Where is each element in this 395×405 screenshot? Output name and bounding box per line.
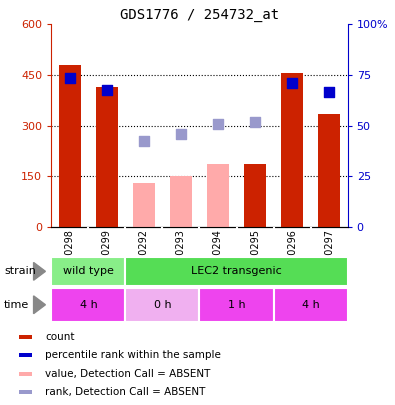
Bar bbox=[19, 354, 32, 357]
Text: 1 h: 1 h bbox=[228, 300, 245, 310]
Text: GSM90292: GSM90292 bbox=[139, 229, 149, 282]
Text: GSM90294: GSM90294 bbox=[213, 229, 223, 282]
Polygon shape bbox=[34, 296, 45, 313]
Polygon shape bbox=[34, 262, 45, 280]
Bar bbox=[318, 114, 340, 227]
Title: GDS1776 / 254732_at: GDS1776 / 254732_at bbox=[120, 8, 279, 22]
Bar bbox=[59, 65, 81, 227]
Bar bbox=[19, 335, 32, 339]
Text: rank, Detection Call = ABSENT: rank, Detection Call = ABSENT bbox=[45, 387, 206, 397]
Bar bbox=[19, 390, 32, 394]
Text: time: time bbox=[4, 300, 29, 310]
Text: wild type: wild type bbox=[63, 266, 114, 276]
Text: count: count bbox=[45, 332, 75, 342]
Bar bbox=[51, 257, 126, 286]
Bar bbox=[274, 288, 348, 322]
Text: 0 h: 0 h bbox=[154, 300, 171, 310]
Bar bbox=[133, 183, 155, 227]
Bar bbox=[244, 164, 266, 227]
Point bbox=[289, 80, 295, 87]
Point bbox=[215, 121, 221, 127]
Bar bbox=[96, 87, 118, 227]
Text: GSM90298: GSM90298 bbox=[65, 229, 75, 282]
Text: GSM90295: GSM90295 bbox=[250, 229, 260, 282]
Text: LEC2 transgenic: LEC2 transgenic bbox=[191, 266, 282, 276]
Point bbox=[67, 75, 73, 81]
Text: 4 h: 4 h bbox=[79, 300, 97, 310]
Text: value, Detection Call = ABSENT: value, Detection Call = ABSENT bbox=[45, 369, 211, 379]
Point bbox=[252, 119, 258, 126]
Text: 4 h: 4 h bbox=[302, 300, 320, 310]
Bar bbox=[199, 288, 274, 322]
Point bbox=[104, 87, 110, 94]
Text: GSM90296: GSM90296 bbox=[287, 229, 297, 282]
Bar bbox=[19, 372, 32, 375]
Point bbox=[178, 131, 184, 137]
Text: percentile rank within the sample: percentile rank within the sample bbox=[45, 350, 221, 360]
Bar bbox=[126, 288, 199, 322]
Text: GSM90297: GSM90297 bbox=[324, 229, 334, 282]
Bar bbox=[126, 257, 348, 286]
Point bbox=[326, 89, 332, 95]
Bar bbox=[51, 288, 126, 322]
Text: GSM90299: GSM90299 bbox=[102, 229, 112, 282]
Bar bbox=[281, 73, 303, 227]
Bar bbox=[207, 164, 229, 227]
Text: GSM90293: GSM90293 bbox=[176, 229, 186, 282]
Bar bbox=[170, 176, 192, 227]
Text: strain: strain bbox=[4, 266, 36, 276]
Point bbox=[141, 138, 147, 144]
